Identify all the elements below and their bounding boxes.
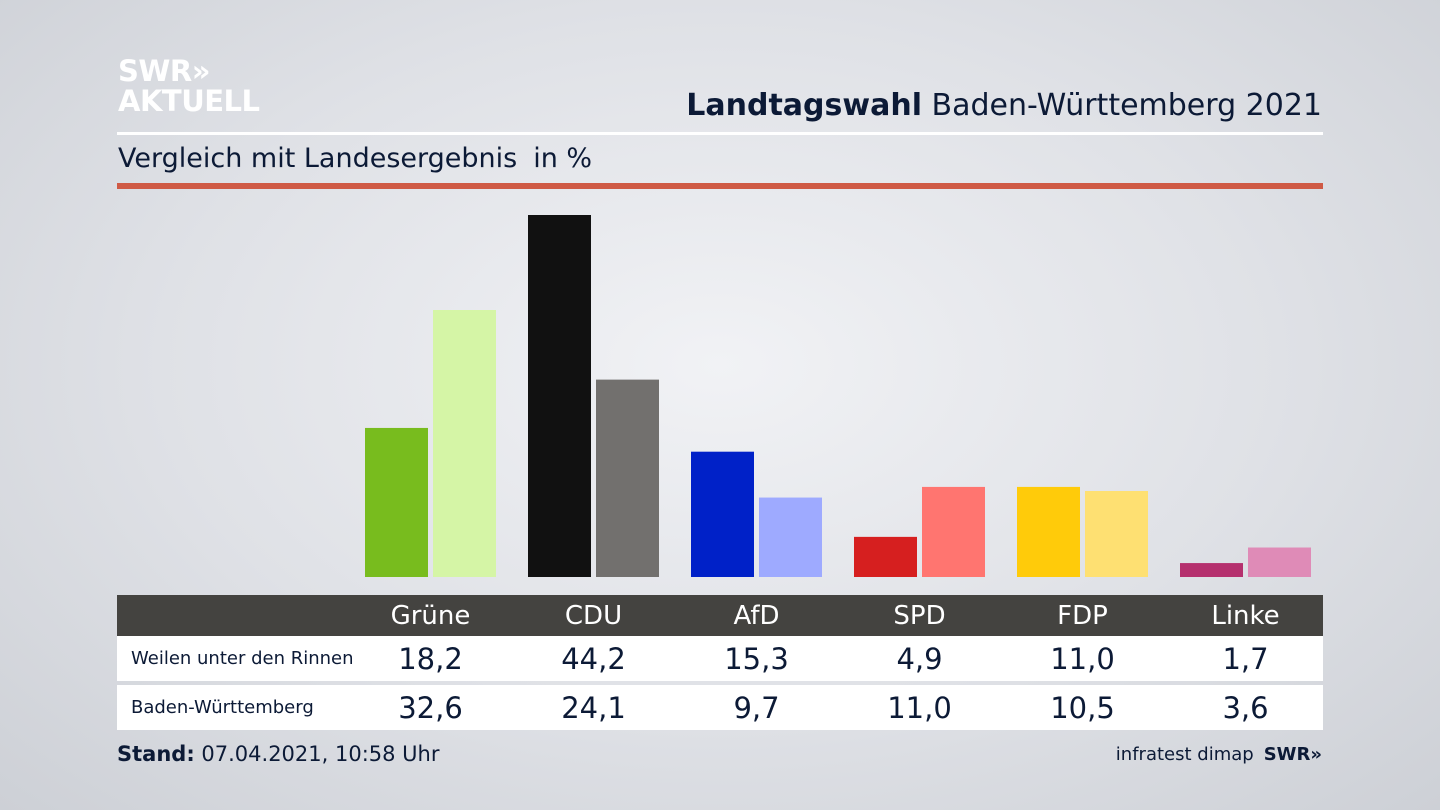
value-cell-1-0: 32,6 (398, 690, 463, 725)
bar-state-0 (433, 310, 496, 577)
timestamp: Stand: 07.04.2021, 10:58 Uhr (117, 742, 440, 766)
value-cell-1-4: 10,5 (1050, 690, 1115, 725)
stand-value: 07.04.2021, 10:58 Uhr (194, 742, 440, 766)
bar-local-2 (691, 451, 754, 577)
row-label: Baden-Württemberg (131, 697, 314, 718)
value-cell-1-1: 24,1 (561, 690, 626, 725)
table-header: Grüne CDU AfD SPD FDP Linke (117, 595, 1323, 636)
bar-state-1 (596, 379, 659, 577)
value-cell-0-5: 1,7 (1222, 641, 1269, 676)
column-header-2: AfD (733, 600, 780, 631)
value-cell-1-5: 3,6 (1222, 690, 1269, 725)
bar-state-5 (1248, 547, 1311, 577)
title-bold: Landtagswahl (686, 88, 922, 123)
swr-brand: SWR» (1263, 744, 1322, 765)
bar-local-3 (854, 536, 917, 577)
chart-subtitle: Vergleich mit Landesergebnis in % (118, 143, 592, 174)
column-header-4: FDP (1057, 600, 1108, 631)
subtitle-unit: in % (533, 143, 593, 174)
value-cell-0-0: 18,2 (398, 641, 463, 676)
bar-local-0 (365, 427, 428, 577)
value-cell-1-2: 9,7 (733, 690, 780, 725)
column-header-1: CDU (564, 600, 623, 631)
bar-chart (365, 215, 1311, 577)
value-cell-1-3: 11,0 (887, 690, 952, 725)
swr-aktuell-logo: SWR» AKTUELL (118, 56, 260, 116)
value-cell-0-3: 4,9 (896, 641, 943, 676)
stand-label: Stand: (117, 742, 195, 766)
title-rest: Baden-Württemberg 2021 (921, 88, 1322, 123)
bar-state-3 (922, 486, 985, 577)
bar-state-4 (1085, 491, 1148, 577)
value-cell-0-2: 15,3 (724, 641, 789, 676)
bar-local-4 (1017, 486, 1080, 577)
logo-line-2: AKTUELL (118, 84, 260, 118)
column-header-3: SPD (893, 600, 946, 631)
logo-line-1: SWR» (118, 54, 210, 88)
title-divider (117, 132, 1323, 135)
page-title: Landtagswahl Baden-Württemberg 2021 (686, 88, 1322, 123)
source-credit: infratest dimap SWR» (1116, 744, 1322, 765)
bar-local-1 (528, 215, 591, 577)
row-label: Weilen unter den Rinnen (131, 648, 354, 669)
value-cell-0-1: 44,2 (561, 641, 626, 676)
bar-state-2 (759, 497, 822, 577)
bar-local-5 (1180, 563, 1243, 577)
results-table: Grüne CDU AfD SPD FDP Linke Weilen unter den … (117, 595, 1323, 730)
column-header-5: Linke (1211, 600, 1280, 631)
value-cell-0-4: 11,0 (1050, 641, 1115, 676)
table-row: Weilen unter den Rinnen 18,2 44,2 15,3 4,9 1… (117, 636, 1323, 681)
subtitle-text: Vergleich mit Landesergebnis (118, 143, 518, 174)
source-text: infratest dimap (1115, 744, 1254, 765)
accent-divider (117, 183, 1323, 189)
table-row: Baden-Württemberg 32,6 24,1 9,7 11,0 10,5 3,6 (117, 685, 1323, 730)
column-header-0: Grüne (390, 600, 471, 631)
